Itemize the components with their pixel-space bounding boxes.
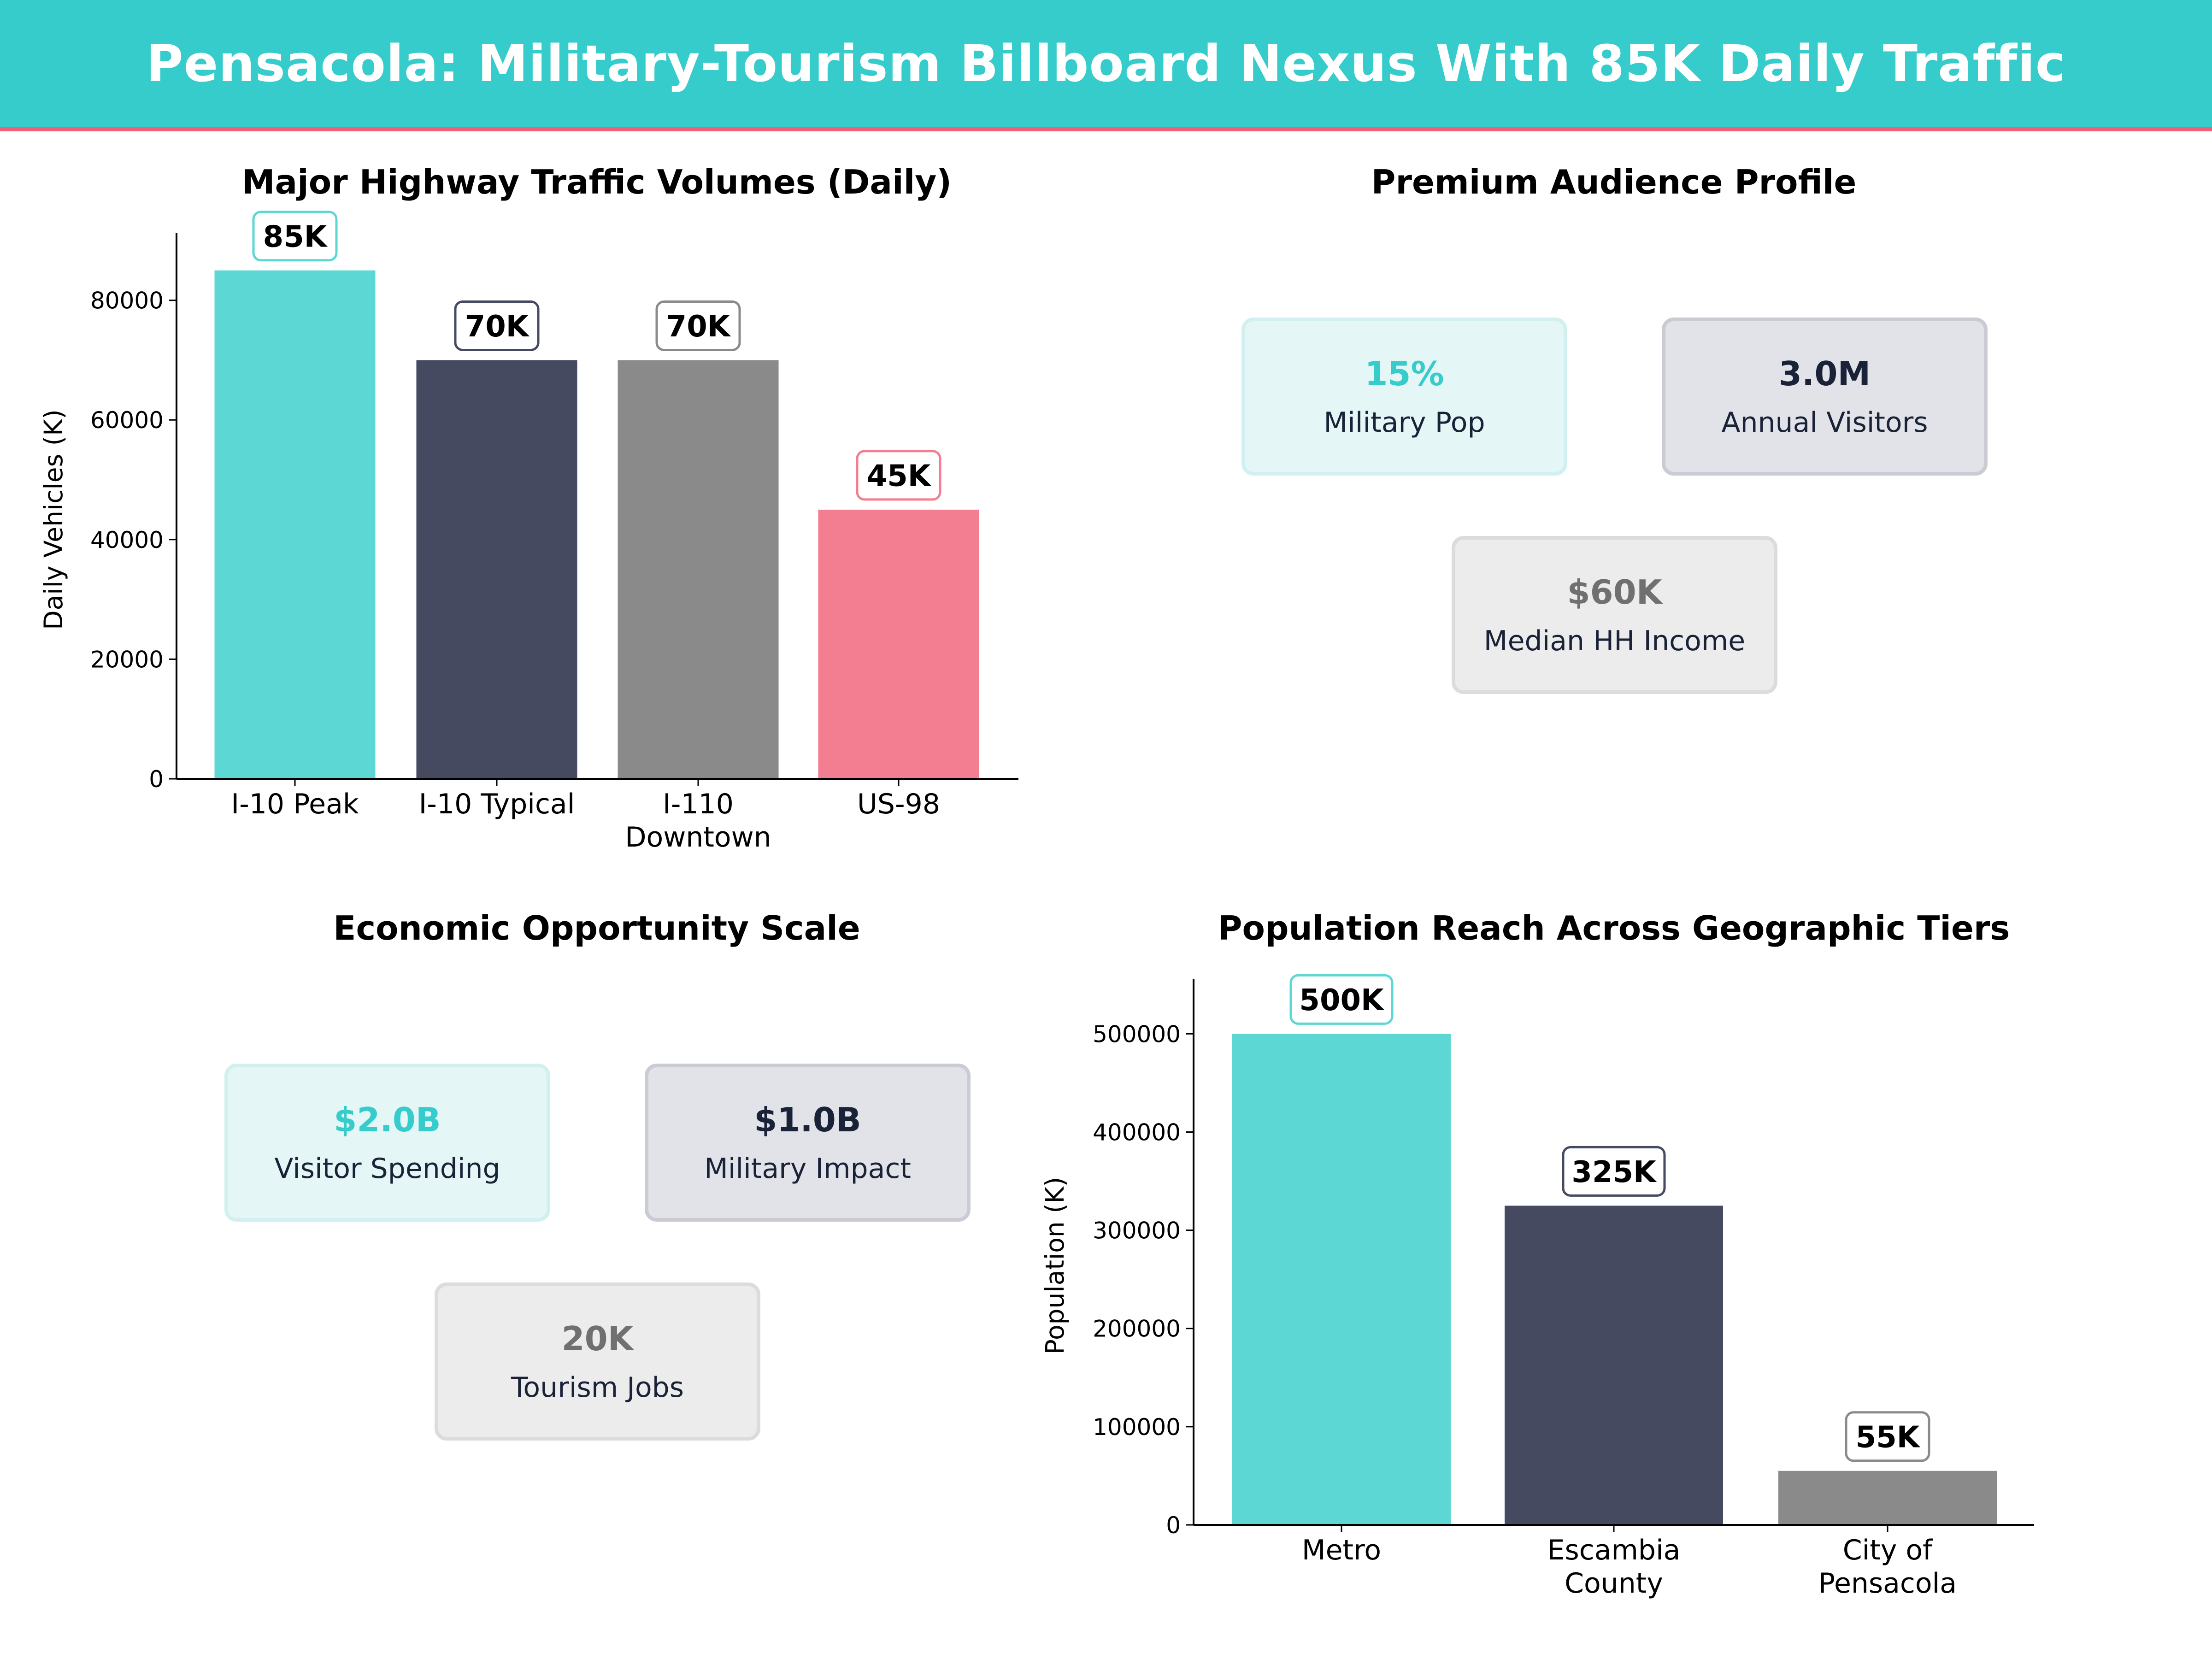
y-tick-label: 100000 — [1093, 1414, 1181, 1441]
value-label: 325K — [1571, 1155, 1657, 1189]
card-label: Visitor Spending — [274, 1152, 500, 1185]
value-label-box — [252, 211, 338, 262]
value-label: 70K — [666, 310, 731, 344]
value-label: 55K — [1856, 1420, 1921, 1454]
card-value: $60K — [1567, 572, 1662, 612]
y-tick-label: 80000 — [90, 288, 164, 314]
economic-panel-title: Economic Opportunity Scale — [333, 909, 860, 947]
x-tick-label: City of — [1843, 1534, 1933, 1566]
y-tick-label: 400000 — [1093, 1119, 1181, 1146]
traffic-chart-title: Major Highway Traffic Volumes (Daily) — [241, 163, 952, 201]
page-title: Pensacola: Military-Tourism Billboard Ne… — [146, 34, 2066, 93]
y-tick-label: 500000 — [1093, 1021, 1181, 1047]
header-banner: Pensacola: Military-Tourism Billboard Ne… — [0, 0, 2212, 127]
value-label-box — [454, 300, 540, 351]
card-label: Median HH Income — [1483, 624, 1746, 657]
bar-1 — [1232, 1034, 1451, 1525]
x-tick-label: I-110 — [663, 788, 734, 820]
value-label: 85K — [263, 220, 328, 254]
y-tick-label: 60000 — [90, 407, 164, 434]
y-tick-label: 300000 — [1093, 1218, 1181, 1244]
card-label: Tourism Jobs — [511, 1371, 684, 1404]
bar-4 — [818, 509, 979, 779]
header-accent-line — [0, 127, 2212, 131]
bar-2 — [1505, 1206, 1723, 1525]
y-axis-label: Population (K) — [1040, 1177, 1070, 1354]
metric-card-military-pop: 15% Military Pop — [1241, 318, 1567, 476]
value-label: 70K — [465, 310, 530, 344]
bar-3 — [1778, 1471, 1997, 1525]
value-label: 45K — [867, 459, 932, 493]
population-chart-title: Population Reach Across Geographic Tiers — [1218, 909, 2010, 947]
value-label: 500K — [1299, 983, 1385, 1018]
card-value: 3.0M — [1778, 354, 1871, 393]
x-tick-label: Escambia — [1547, 1534, 1681, 1566]
x-tick-label: County — [1565, 1567, 1663, 1600]
metric-card-median-income: $60K Median HH Income — [1452, 536, 1777, 694]
x-tick-label: Metro — [1302, 1534, 1381, 1566]
bar-2 — [416, 360, 577, 779]
value-label-box — [856, 450, 941, 501]
card-value: 15% — [1365, 354, 1444, 393]
card-label: Military Pop — [1324, 406, 1485, 439]
metric-card-tourism-jobs: 20K Tourism Jobs — [435, 1282, 760, 1441]
bar-3 — [618, 360, 779, 779]
metric-card-military-impact: $1.0B Military Impact — [645, 1064, 971, 1222]
value-label-box — [1562, 1146, 1666, 1197]
y-tick-label: 20000 — [90, 646, 164, 673]
card-label: Annual Visitors — [1721, 406, 1928, 439]
metric-card-visitor-spending: $2.0B Visitor Spending — [224, 1064, 550, 1222]
y-tick-label: 40000 — [90, 527, 164, 553]
value-label-box — [1845, 1411, 1930, 1462]
value-label-box — [1289, 974, 1394, 1025]
x-tick-label: I-10 Typical — [419, 788, 575, 820]
card-value: 20K — [561, 1319, 634, 1358]
y-tick-label: 0 — [1166, 1512, 1181, 1539]
x-tick-label: Downtown — [625, 821, 771, 853]
card-value: $2.0B — [334, 1100, 441, 1139]
y-tick-label: 200000 — [1093, 1316, 1181, 1342]
x-tick-label: Pensacola — [1818, 1567, 1957, 1600]
card-value: $1.0B — [754, 1100, 861, 1139]
audience-panel-title: Premium Audience Profile — [1371, 163, 1857, 201]
x-tick-label: I-10 Peak — [231, 788, 359, 820]
bar-1 — [214, 270, 376, 779]
card-label: Military Impact — [704, 1152, 911, 1185]
y-tick-label: 0 — [149, 766, 164, 793]
y-axis-label: Daily Vehicles (K) — [39, 409, 68, 629]
metric-card-annual-visitors: 3.0M Annual Visitors — [1662, 318, 1988, 476]
x-tick-label: US-98 — [857, 788, 940, 820]
value-label-box — [655, 300, 741, 351]
